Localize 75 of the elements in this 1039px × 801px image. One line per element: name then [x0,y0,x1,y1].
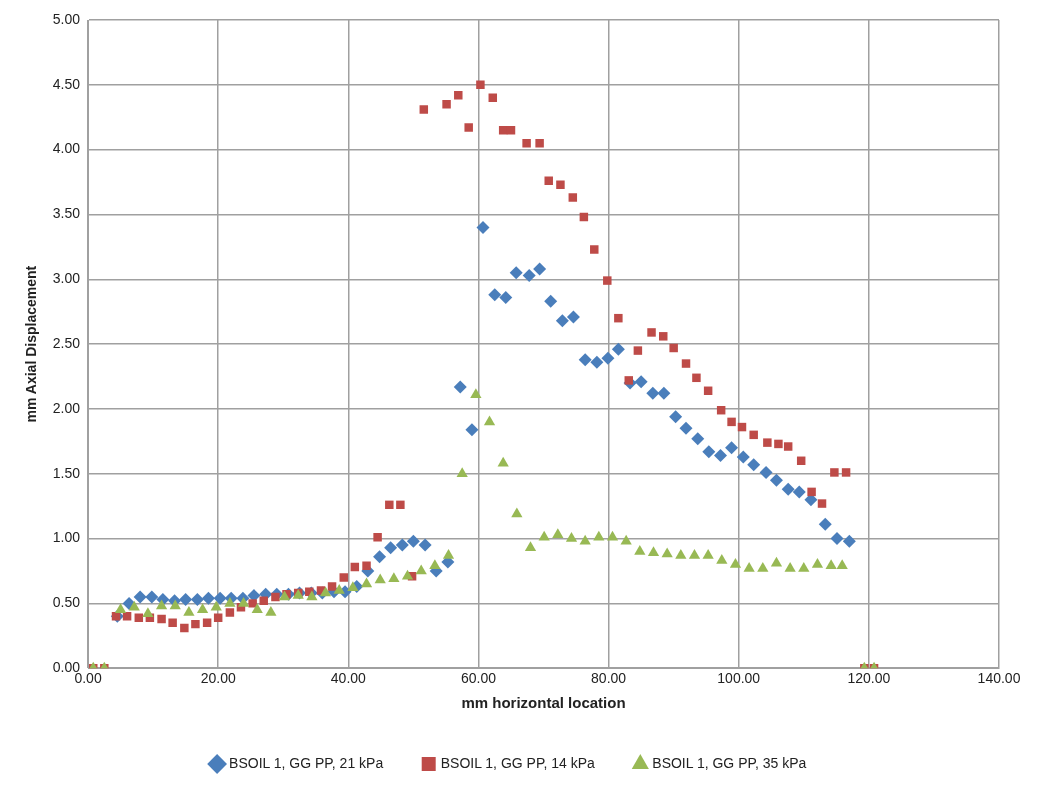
point [265,605,277,616]
x-axis-title: mm horizontal location [461,694,626,712]
point [388,572,400,582]
point [825,559,837,570]
point [524,541,537,551]
point [784,561,796,572]
point [836,559,848,570]
point [196,603,209,614]
y-axis-title: mm Axial Displacement [23,265,40,423]
point [497,456,509,467]
y-tick-label: 1.50 [52,464,81,481]
point [552,528,564,538]
y-tick-label: 3.50 [52,205,81,222]
y-tick-label: 0.50 [52,594,81,611]
point [729,557,742,568]
y-tick-label: 2.00 [52,399,81,416]
point [798,561,810,572]
point [210,600,222,611]
point [661,547,673,558]
point [511,507,523,518]
point [716,554,728,564]
point [128,600,140,611]
point [347,581,359,592]
y-tick-label: 3.00 [52,270,81,287]
point [456,467,468,477]
legend-label: BSOIL 1, GG PP, 21 kPa [229,754,384,771]
point [770,556,783,567]
legend-label: BSOIL 1, GG PP, 14 kPa [440,754,595,771]
point [183,605,195,616]
point [333,583,345,594]
point [114,603,127,614]
y-tick-label: 4.50 [52,75,81,92]
point [306,590,318,601]
point [634,545,646,555]
x-tick-label: 120.00 [847,670,891,687]
point [142,607,154,617]
point [442,548,455,559]
x-tick-label: 140.00 [977,670,1021,687]
point [470,388,482,398]
y-tick-label: 1.00 [52,529,81,546]
point [538,530,550,541]
point [401,569,414,580]
legend-label: BSOIL 1, GG PP, 35 kPa [652,754,807,771]
point [647,546,660,557]
x-tick-label: 100.00 [717,670,761,687]
point [579,534,591,545]
point [224,596,236,607]
point [688,548,701,559]
point [593,530,605,541]
point [319,586,332,597]
point [169,599,181,610]
point [606,530,619,541]
point [565,532,578,542]
y-tick-label: 5.00 [52,10,81,27]
point [155,599,168,610]
point [675,548,687,559]
point [360,577,373,588]
y-tick-label: 4.00 [52,140,81,157]
point [743,561,755,572]
x-tick-label: 40.00 [330,670,367,687]
point [811,557,824,568]
point [251,603,263,614]
point [757,561,769,572]
x-tick-label: 20.00 [200,670,236,687]
point [278,590,291,601]
point [374,573,386,584]
y-tick-label: 2.50 [52,334,81,351]
point [237,596,250,607]
point [702,548,714,559]
point [483,415,496,426]
point [415,564,427,575]
point [429,559,441,570]
x-tick-label: 80.00 [591,670,627,687]
x-tick-label: 60.00 [460,670,497,687]
point [620,534,632,545]
